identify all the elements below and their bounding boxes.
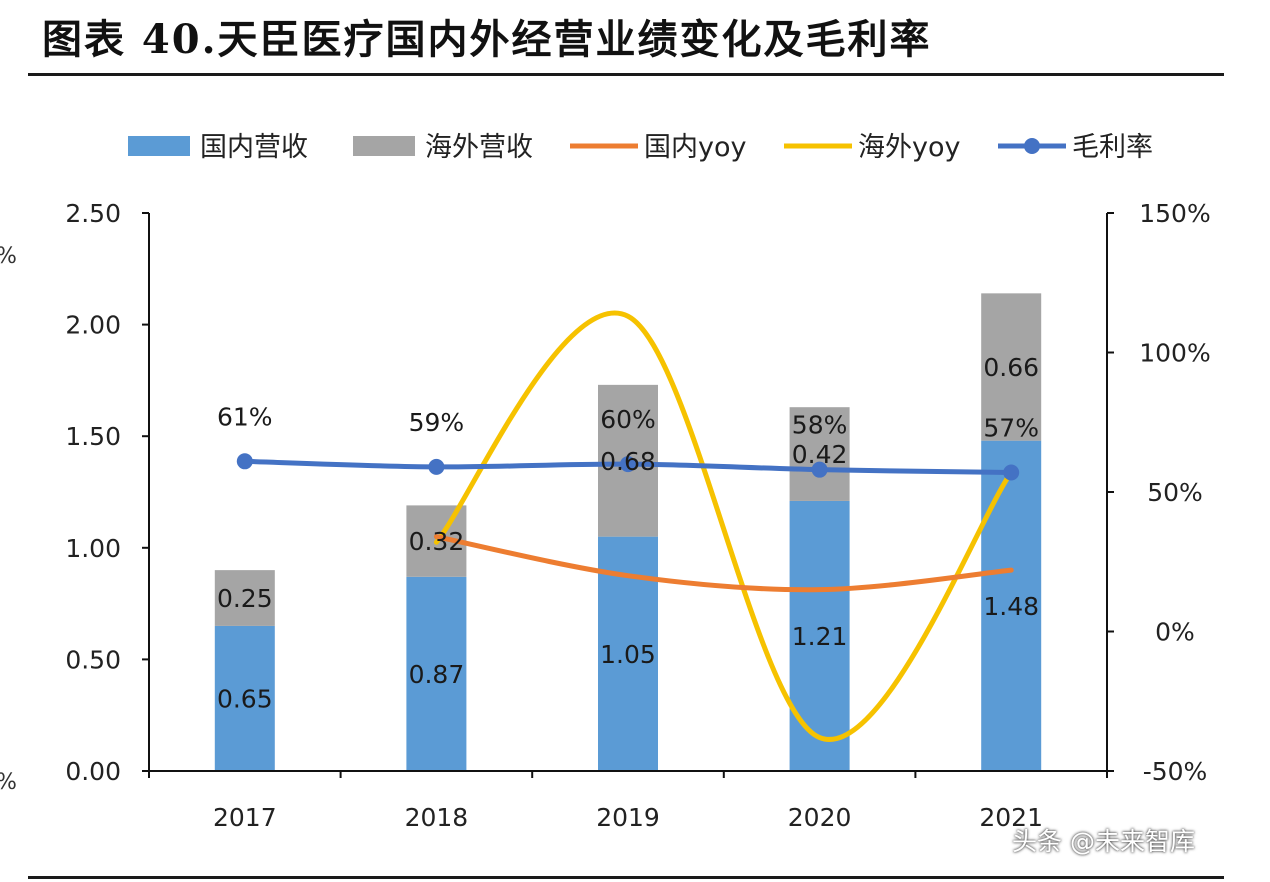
- data-label-gross-margin: 60%: [600, 405, 656, 434]
- lines-layer: [236, 310, 1020, 742]
- bottom-rule: [28, 876, 1224, 879]
- y-left-tick-label: 1.50: [65, 422, 121, 451]
- legend-item-overseas-revenue-label: 海外营收: [425, 132, 533, 163]
- bar-domestic-revenue: [214, 625, 275, 771]
- y-right-tick-label: 100%: [1139, 339, 1210, 368]
- edge-percent-mark-top: %: [0, 244, 17, 269]
- legend-item-overseas-yoy: 海外yoy: [784, 132, 960, 163]
- data-label-gross-margin: 61%: [217, 402, 273, 431]
- y-right-tick-label: 50%: [1147, 478, 1203, 507]
- y-left-tick-label: 2.50: [65, 199, 121, 228]
- x-tick-label: 2019: [596, 803, 660, 832]
- legend-item-domestic-revenue-swatch: [128, 136, 190, 156]
- x-tick-label: 2021: [979, 803, 1043, 832]
- edge-percent-mark-bottom: %: [0, 770, 17, 795]
- data-label-overseas-revenue: 0.42: [792, 440, 848, 469]
- bar-domestic-revenue: [981, 440, 1042, 771]
- y-right-tick-label: 0%: [1155, 618, 1195, 647]
- bar-overseas-revenue: [789, 407, 850, 501]
- line-domestic-yoy: [433, 534, 1014, 593]
- legend-item-gross-margin-marker: [1024, 138, 1040, 154]
- data-label-domestic-revenue: 0.65: [217, 684, 273, 713]
- labels-layer: 0.65 0.25 0.87 0.32 1.05 0.68 1.21 0.42 1.48 0.66…: [217, 353, 1039, 713]
- marker-gross-margin: [236, 453, 253, 470]
- data-label-overseas-revenue: 0.32: [409, 527, 465, 556]
- data-label-domestic-revenue: 1.21: [792, 622, 848, 651]
- y-right-tick-label: 150%: [1139, 199, 1210, 228]
- legend-item-overseas-revenue: 海外营收: [353, 132, 533, 163]
- legend: 国内营收 海外营收 国内yoy 海外yoy 毛利率: [128, 132, 1153, 163]
- legend-item-overseas-revenue-swatch: [353, 136, 415, 156]
- bar-domestic-revenue: [789, 500, 850, 771]
- data-label-domestic-revenue: 1.05: [600, 640, 656, 669]
- data-label-gross-margin: 57%: [983, 413, 1039, 442]
- x-tick-label: 2017: [213, 803, 277, 832]
- chart-title: 图表 40.天臣医疗国内外经营业绩变化及毛利率: [42, 16, 932, 63]
- legend-item-domestic-revenue: 国内营收: [128, 132, 308, 163]
- data-label-overseas-revenue: 0.66: [983, 353, 1039, 382]
- y-left-tick-label: 0.00: [65, 757, 121, 786]
- data-label-gross-margin: 58%: [792, 411, 848, 440]
- axes-layer: 0.00 0.50 1.00 1.50 2.00 2.50 -50% 0% 50% 100% 150…: [65, 199, 1210, 832]
- y-left-tick-label: 2.00: [65, 311, 121, 340]
- legend-item-gross-margin-label: 毛利率: [1072, 132, 1153, 163]
- x-tick-label: 2020: [788, 803, 852, 832]
- bars-layer: [214, 293, 1042, 771]
- y-left-tick-label: 0.50: [65, 645, 121, 674]
- y-left-tick-label: 1.00: [65, 534, 121, 563]
- x-tick-label: 2018: [405, 803, 469, 832]
- marker-gross-margin: [1003, 464, 1020, 481]
- line-overseas-yoy: [433, 310, 1014, 742]
- title-rule: [28, 73, 1224, 76]
- data-label-overseas-revenue: 0.25: [217, 584, 273, 613]
- legend-item-overseas-yoy-label: 海外yoy: [858, 132, 960, 163]
- bar-domestic-revenue: [406, 576, 467, 771]
- bar-overseas-revenue: [981, 293, 1042, 441]
- y-right-tick-label: -50%: [1143, 757, 1208, 786]
- legend-item-domestic-yoy: 国内yoy: [570, 132, 746, 163]
- legend-item-domestic-revenue-label: 国内营收: [200, 132, 308, 163]
- watermark: 头条 @未来智库: [1012, 827, 1195, 856]
- data-label-domestic-revenue: 0.87: [409, 660, 465, 689]
- data-label-domestic-revenue: 1.48: [983, 592, 1039, 621]
- legend-item-gross-margin: 毛利率: [998, 132, 1153, 163]
- marker-gross-margin: [811, 461, 828, 478]
- bar-overseas-revenue: [214, 570, 275, 626]
- marker-gross-margin: [428, 458, 445, 475]
- marker-gross-margin: [620, 456, 636, 473]
- data-label-gross-margin: 59%: [409, 408, 465, 437]
- data-label-overseas-revenue: 0.68: [600, 447, 656, 476]
- legend-item-domestic-yoy-label: 国内yoy: [644, 132, 746, 163]
